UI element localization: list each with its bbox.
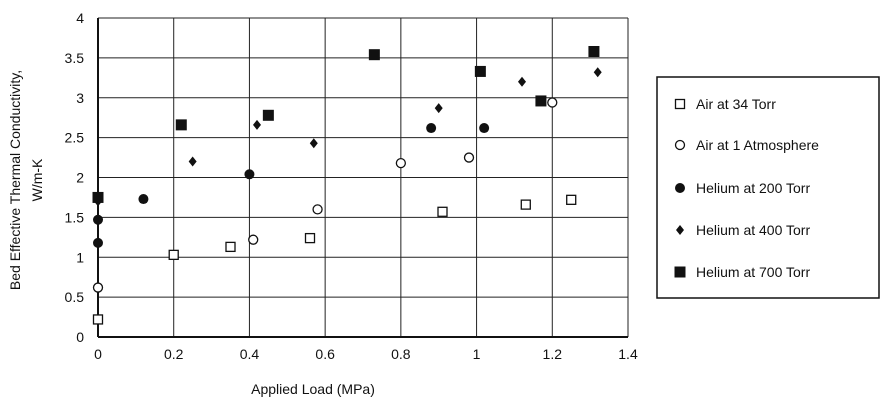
data-point-series-4: [309, 138, 318, 149]
x-tick-label: 0.8: [391, 346, 411, 362]
y-tick-label: 0: [76, 329, 84, 345]
data-point-series-1: [437, 206, 448, 217]
legend: Air at 34 Torr Air at 1 Atmosphere Helium …: [656, 76, 880, 299]
y-tick-label: 2: [76, 170, 84, 186]
data-point-series-5: [92, 191, 104, 203]
data-point-series-5: [588, 45, 600, 57]
data-point-series-4: [253, 119, 261, 130]
data-point-series-3: [138, 194, 149, 205]
y-tick-label: 0.5: [65, 289, 85, 305]
y-axis-title-line-1: Bed Effective Thermal Conductivity,: [7, 70, 23, 290]
data-points: [92, 45, 602, 325]
x-axis-title: Applied Load (MPa): [251, 381, 375, 397]
y-tick-labels: 0 0.5 1 1.5 2 2.5 3 3.5 4: [65, 10, 85, 345]
data-point-series-3: [479, 123, 490, 134]
data-point-series-2: [463, 152, 475, 163]
data-point-series-4: [593, 67, 602, 78]
data-point-series-1: [225, 241, 236, 253]
y-tick-label: 1.5: [65, 209, 85, 225]
x-tick-label: 0: [94, 346, 102, 362]
data-point-series-1: [92, 314, 104, 325]
y-tick-label: 1: [76, 249, 84, 265]
legend-marker-4: [676, 225, 684, 235]
data-point-series-5: [175, 119, 187, 131]
data-point-series-1: [168, 249, 179, 261]
data-point-series-3: [426, 123, 437, 134]
data-point-series-1: [304, 232, 316, 244]
legend-marker-5: [674, 266, 686, 278]
data-point-series-4: [434, 103, 443, 114]
data-point-series-1: [566, 194, 577, 205]
data-point-series-4: [188, 156, 197, 167]
y-axis-title-line-2: W/m-K: [29, 158, 45, 201]
data-point-series-3: [93, 214, 103, 225]
data-point-series-2: [395, 157, 407, 169]
y-tick-label: 3.5: [65, 50, 85, 66]
data-point-series-5: [474, 65, 486, 77]
x-tick-label: 1: [473, 346, 481, 362]
data-point-series-2: [92, 282, 104, 293]
y-tick-label: 4: [76, 10, 84, 26]
legend-label-4: Helium at 400 Torr: [696, 222, 810, 238]
legend-box: [656, 76, 880, 299]
data-point-series-4: [518, 76, 526, 87]
data-point-series-5: [262, 109, 274, 121]
legend-label-5: Helium at 700 Torr: [696, 264, 810, 280]
data-point-series-2: [248, 234, 259, 245]
data-point-series-3: [93, 237, 103, 248]
data-point-series-1: [520, 199, 531, 210]
x-tick-label: 0.4: [240, 346, 260, 362]
legend-label-1: Air at 34 Torr: [696, 96, 776, 112]
legend-label-2: Air at 1 Atmosphere: [696, 137, 819, 153]
data-point-series-2: [547, 97, 558, 108]
legend-label-3: Helium at 200 Torr: [696, 180, 810, 196]
grid: [98, 17, 629, 337]
legend-marker-1: [674, 98, 686, 110]
x-tick-labels: 0 0.2 0.4 0.6 0.8 1 1.2 1.4: [94, 346, 638, 362]
x-tick-label: 0.6: [315, 346, 335, 362]
y-tick-label: 3: [76, 90, 84, 106]
legend-marker-2: [674, 139, 686, 151]
legend-marker-3: [675, 183, 685, 193]
y-tick-label: 2.5: [65, 130, 85, 146]
x-tick-label: 1.2: [543, 346, 563, 362]
data-point-series-5: [535, 95, 547, 107]
data-point-series-2: [312, 204, 323, 215]
data-point-series-3: [244, 169, 255, 180]
x-tick-label: 0.2: [164, 346, 184, 362]
x-tick-label: 1.4: [618, 346, 638, 362]
data-point-series-5: [368, 49, 380, 61]
